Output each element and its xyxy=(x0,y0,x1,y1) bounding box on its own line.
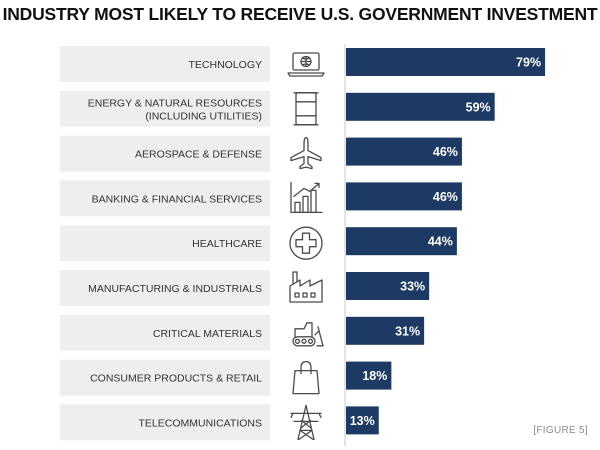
data-label: 33% xyxy=(400,280,425,294)
category-label: TELECOMMUNICATIONS xyxy=(139,417,262,429)
bulldozer-icon xyxy=(292,322,324,347)
category-label-box xyxy=(60,314,270,351)
category-label-box xyxy=(60,270,270,306)
bar-chart-growth-icon xyxy=(290,181,323,214)
laptop-globe-icon xyxy=(287,52,325,77)
category-label: CONSUMER PRODUCTS & RETAIL xyxy=(90,373,262,385)
bar xyxy=(346,92,495,121)
chart-row: BANKING & FINANCIAL SERVICES 46% xyxy=(60,180,462,217)
shopping-bag-icon xyxy=(292,360,320,395)
chart-row: TELECOMMUNICATIONS 13% xyxy=(60,404,379,441)
chart-row: CRITICAL MATERIALS 31% xyxy=(60,314,425,351)
category-label-box xyxy=(60,404,270,441)
bar xyxy=(346,182,462,211)
bar xyxy=(346,227,457,256)
bar xyxy=(346,361,392,390)
data-label: 13% xyxy=(350,414,375,428)
chart-row: AEROSPACE & DEFENSE 46% xyxy=(60,135,462,172)
factory-icon xyxy=(289,271,323,303)
category-label: ENERGY & NATURAL RESOURCES (INCLUDING UTI… xyxy=(88,97,262,122)
data-label: 18% xyxy=(362,369,387,383)
chart-row: HEALTHCARE 44% xyxy=(60,225,457,262)
category-label-box xyxy=(60,90,270,127)
data-label: 46% xyxy=(433,190,458,204)
data-label: 44% xyxy=(428,235,453,249)
category-label: TECHNOLOGY xyxy=(188,59,262,71)
category-label: MANUFACTURING & INDUSTRIALS xyxy=(88,283,262,295)
category-label-box xyxy=(60,359,270,396)
chart-title: INDUSTRY MOST LIKELY TO RECEIVE U.S. GOV… xyxy=(2,4,598,24)
transmission-tower-icon xyxy=(290,404,322,441)
data-label: 59% xyxy=(466,100,491,114)
category-label: HEALTHCARE xyxy=(192,238,262,250)
category-label-box xyxy=(60,135,270,172)
chart-row: CONSUMER PRODUCTS & RETAIL 18% xyxy=(60,359,392,396)
oil-barrel-icon xyxy=(293,92,319,126)
bar xyxy=(346,406,379,435)
figure-number: [FIGURE 5] xyxy=(533,425,588,436)
bar xyxy=(346,316,425,345)
category-label-box xyxy=(60,180,270,217)
category-label: AEROSPACE & DEFENSE xyxy=(135,149,262,161)
airplane-icon xyxy=(290,136,322,170)
medical-cross-icon xyxy=(289,226,323,260)
data-label: 46% xyxy=(433,145,458,159)
bar xyxy=(346,137,462,166)
bar xyxy=(346,272,430,300)
chart-row: TECHNOLOGY 79% xyxy=(60,46,546,82)
category-label: CRITICAL MATERIALS xyxy=(153,328,262,340)
category-label: BANKING & FINANCIAL SERVICES xyxy=(92,193,262,205)
bar xyxy=(346,48,546,76)
data-label: 31% xyxy=(395,324,420,338)
chart-row: ENERGY & NATURAL RESOURCES (INCLUDING UTI… xyxy=(60,90,495,127)
category-label-box xyxy=(60,46,270,82)
chart-row: MANUFACTURING & INDUSTRIALS 33% xyxy=(60,270,430,306)
data-label: 79% xyxy=(516,56,541,70)
category-label-box xyxy=(60,225,270,262)
